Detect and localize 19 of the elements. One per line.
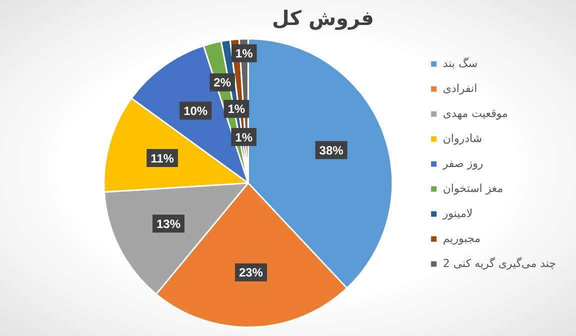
data-label: 1%: [235, 46, 254, 61]
data-label: 23%: [238, 266, 264, 280]
legend-label: مجبوریم: [442, 232, 481, 245]
data-label: 13%: [156, 216, 181, 231]
data-label: 10%: [184, 104, 208, 118]
data-label: 1%: [235, 130, 253, 144]
legend-label: انفرادی: [442, 82, 478, 95]
legend-label: چند می‌گیری گریه کنی 2: [442, 256, 556, 270]
data-label: 11%: [150, 151, 174, 166]
legend-label: مغز استخوان: [442, 182, 504, 195]
data-label: 2%: [214, 76, 232, 90]
legend-label: روز صفر: [442, 156, 484, 170]
legend-label: موقعیت مهدی: [442, 106, 508, 120]
legend-label: شادروان: [442, 132, 482, 145]
legend-label: لامینور: [442, 206, 473, 220]
data-label: 1%: [228, 102, 246, 116]
legend-label: سگ بند: [442, 56, 478, 70]
chart-title: فروش کل: [272, 6, 374, 30]
data-label: 38%: [319, 143, 344, 158]
